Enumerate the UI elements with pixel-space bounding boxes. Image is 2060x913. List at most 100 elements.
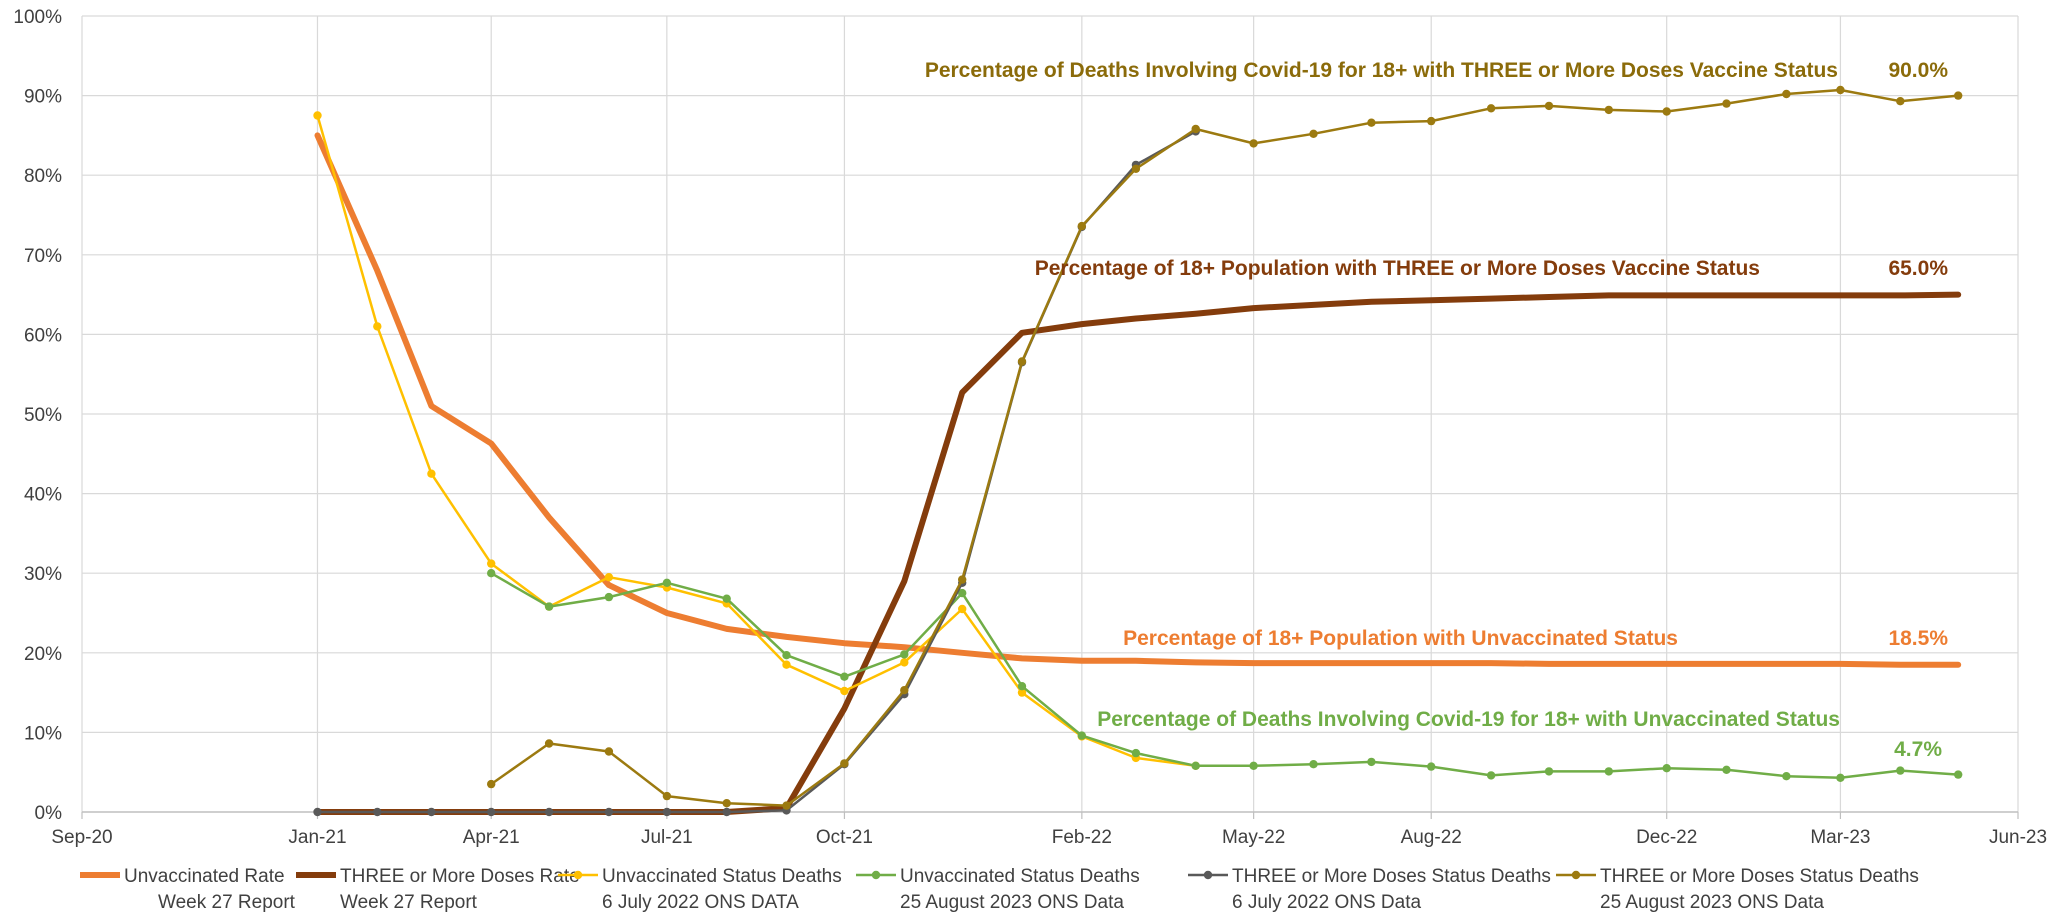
data-point: [840, 759, 849, 768]
data-point: [544, 739, 554, 748]
legend-marker: [1571, 870, 1581, 880]
data-point: [427, 807, 436, 817]
series-line: [314, 291, 1962, 815]
data-point: [1896, 97, 1905, 106]
series-line: [314, 132, 1962, 668]
series-layer: [313, 85, 1963, 817]
x-tick-label: Dec-22: [1636, 827, 1697, 848]
data-point: [1367, 757, 1376, 767]
data-point: [544, 807, 554, 817]
x-tick-label: Jan-21: [288, 827, 346, 848]
series-4: [487, 569, 1963, 782]
data-point: [604, 592, 614, 602]
data-point: [840, 672, 849, 681]
data-point: [1077, 221, 1087, 231]
x-tick-label: Sep-20: [51, 827, 112, 848]
annotation-unvaccinated-deaths-value: 4.7%: [1894, 738, 1942, 761]
x-tick-label: Jul-21: [641, 827, 693, 848]
series-line: [316, 130, 1197, 814]
series-line: [489, 571, 1960, 780]
data-point: [1722, 765, 1731, 774]
data-point: [900, 650, 909, 659]
legend-item: Unvaccinated Rate Week 27 Report: [80, 866, 296, 913]
legend-label: THREE or More Doses Rate: [340, 866, 580, 887]
y-tick-label: 80%: [24, 166, 62, 187]
data-point: [487, 559, 496, 568]
series-2: [314, 291, 1962, 815]
data-point: [1077, 731, 1087, 740]
annotation-unvaccinated-population: Percentage of 18+ Population with Unvacc…: [1123, 627, 1678, 650]
data-point: [487, 569, 496, 578]
legend-item: THREE or More Doses Rate Week 27 Report: [296, 866, 580, 913]
data-point: [1486, 771, 1496, 780]
x-tick-label: May-22: [1222, 827, 1285, 848]
data-point: [782, 660, 791, 669]
data-point: [840, 686, 849, 696]
data-point: [722, 807, 731, 817]
legend-label: Unvaccinated Rate: [124, 866, 285, 887]
data-point: [1954, 91, 1963, 100]
data-point: [1367, 118, 1376, 127]
legend-item: THREE or More Doses Status Deaths 25 Augu…: [1556, 866, 1919, 913]
data-point: [427, 469, 436, 478]
x-tick-label: Jun-23: [1989, 827, 2047, 848]
y-tick-label: 90%: [24, 87, 62, 108]
data-point: [958, 575, 967, 584]
x-axis-tick-labels: Sep-20 Jan-21 Apr-21 Jul-21 Oct-21 Feb-22 May-…: [51, 827, 2047, 848]
annotation-three-doses-population-value: 65.0%: [1888, 257, 1948, 280]
data-point: [662, 807, 672, 817]
y-axis-tick-labels: 0% 10% 20% 30% 40% 50% 60% 70% 80% 90% 100%: [13, 7, 62, 824]
annotation-three-doses-population: Percentage of 18+ Population with THREE …: [1035, 257, 1760, 280]
gridlines: [81, 15, 2019, 819]
data-point: [782, 651, 791, 660]
data-point: [1249, 139, 1258, 148]
data-point: [487, 779, 496, 789]
data-point: [1662, 764, 1671, 773]
legend-label-sub: 25 August 2023 ONS Data: [900, 892, 1124, 913]
legend-marker: [1203, 870, 1213, 880]
data-point: [604, 747, 614, 756]
legend-item: Unvaccinated Status Deaths 25 August 2023…: [856, 866, 1140, 913]
data-point: [1017, 357, 1027, 366]
data-point: [958, 588, 967, 598]
data-point: [1017, 682, 1027, 691]
legend-item: Unvaccinated Status Deaths 6 July 2022 ON…: [558, 866, 842, 913]
legend-label: THREE or More Doses Status Deaths: [1600, 866, 1919, 887]
data-point: [1309, 129, 1318, 138]
data-point: [1662, 107, 1671, 116]
data-point: [722, 594, 731, 603]
data-point: [1954, 770, 1963, 779]
data-point: [1191, 761, 1200, 770]
data-point: [604, 573, 614, 582]
data-point: [1544, 767, 1554, 776]
legend-label-sub: Week 27 Report: [340, 892, 478, 913]
y-tick-label: 10%: [24, 723, 62, 744]
series-1: [314, 132, 1962, 668]
legend-label: Unvaccinated Status Deaths: [900, 866, 1140, 887]
legend-label-sub: 6 July 2022 ONS Data: [1232, 892, 1421, 913]
data-point: [1722, 99, 1731, 108]
data-point: [662, 791, 672, 801]
legend-marker: [573, 870, 583, 880]
y-tick-label: 50%: [24, 405, 62, 426]
y-tick-label: 70%: [24, 246, 62, 267]
data-point: [313, 807, 322, 817]
series-5: [313, 127, 1200, 817]
legend-item: THREE or More Doses Status Deaths 6 July …: [1188, 866, 1551, 913]
x-tick-label: Feb-22: [1052, 827, 1112, 848]
legend-label-sub: 6 July 2022 ONS DATA: [602, 892, 799, 913]
data-point: [1782, 772, 1791, 781]
data-point: [1131, 164, 1141, 173]
y-tick-label: 60%: [24, 325, 62, 346]
data-point: [1017, 688, 1027, 697]
data-point: [662, 578, 672, 587]
y-tick-label: 30%: [24, 564, 62, 585]
annotation-three-doses-deaths: Percentage of Deaths Involving Covid-19 …: [925, 59, 1838, 82]
data-point: [1836, 85, 1845, 95]
data-point: [1131, 748, 1141, 758]
y-tick-label: 40%: [24, 485, 62, 506]
x-tick-label: Aug-22: [1401, 827, 1462, 848]
data-point: [1896, 766, 1905, 775]
